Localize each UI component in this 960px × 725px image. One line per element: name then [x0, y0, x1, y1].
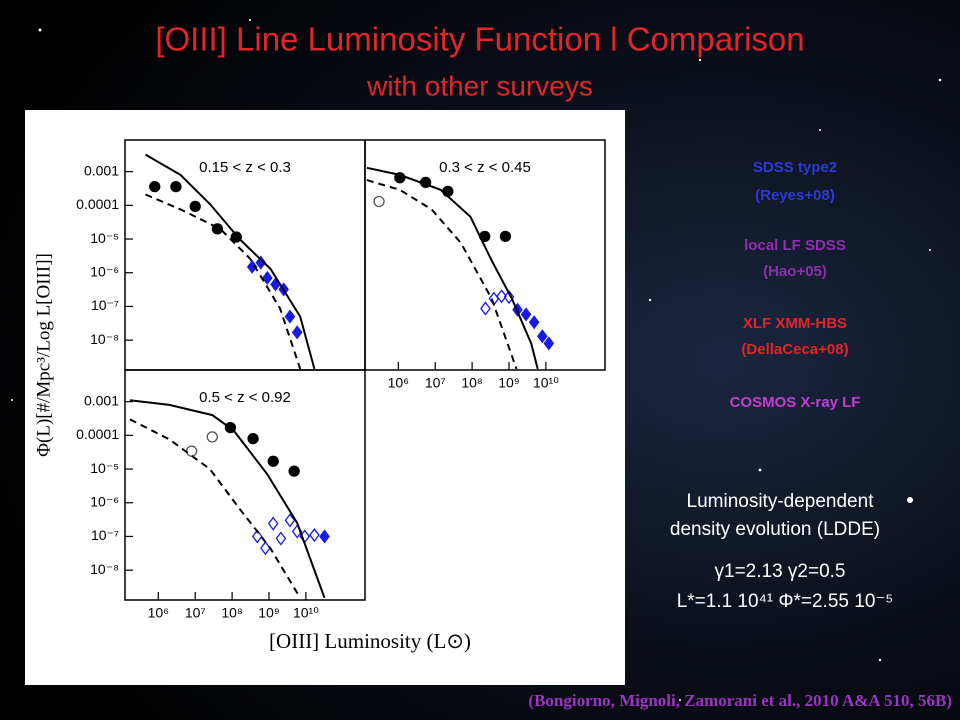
data-point: [284, 309, 296, 324]
y-tick-label: 0.001: [84, 392, 119, 408]
data-point: [251, 529, 263, 544]
model-curve: [129, 418, 302, 599]
y-axis-label: Φ(L)[#/Mpc³/Log L[OIII]]: [33, 253, 54, 457]
citation: (Bongiorno, Mignoli, Zamorani et al., 20…: [528, 691, 952, 710]
model-curve: [129, 399, 326, 599]
data-point: [261, 270, 273, 286]
data-point: [267, 516, 279, 531]
legend-entry: local LF SDSS: [744, 237, 846, 254]
x-tick-label: 10⁹: [258, 605, 280, 621]
data-point: [291, 325, 303, 340]
data-point: [149, 180, 161, 193]
subtitle: with other surveys: [366, 70, 593, 101]
data-point: [247, 432, 259, 445]
y-tick-label: 10⁻⁷: [91, 527, 119, 543]
data-point: [520, 307, 532, 322]
y-tick-label: 10⁻⁵: [90, 460, 119, 476]
y-tick-label: 10⁻⁸: [90, 331, 119, 347]
x-tick-label: 10⁹: [498, 375, 520, 391]
x-tick-label: 10¹⁰: [533, 375, 559, 391]
plot-frame: [364, 139, 606, 371]
data-point: [373, 195, 385, 208]
model-curve: [366, 166, 539, 370]
data-point: [319, 529, 330, 544]
legend-entry: XLF XMM-HBS: [743, 315, 847, 332]
model-curve: [145, 193, 302, 370]
x-tick-label: 10⁶: [388, 375, 409, 391]
panel-label: 0.5 < z < 0.92: [199, 389, 291, 406]
data-point: [255, 255, 267, 270]
data-point: [496, 289, 507, 304]
data-point: [170, 180, 182, 193]
data-point: [206, 431, 218, 443]
y-tick-label: 0.0001: [76, 426, 119, 442]
panel: 0.3 < z < 0.45 10⁶ 10⁷ 10⁸ 10⁹ 10¹⁰: [364, 139, 606, 391]
legend-entry: (Reyes+08): [755, 187, 835, 204]
legend-entry: (DellaCeca+08): [741, 341, 848, 358]
y-tick-label: 10⁻⁸: [90, 561, 119, 577]
x-axis-label: [OIII] Luminosity (L⊙): [269, 629, 471, 653]
data-point: [499, 230, 512, 243]
data-point: [537, 329, 548, 344]
y-tick-label: 10⁻⁶: [90, 263, 119, 279]
y-tick-label: 10⁻⁵: [90, 230, 119, 246]
data-point: [284, 513, 296, 528]
legend-entry: SDSS type2: [753, 159, 837, 176]
legend-entry: COSMOS X-ray LF: [730, 394, 861, 411]
model-curve: [366, 179, 518, 370]
x-tick-label: 10⁸: [221, 605, 243, 621]
panel: 0.5 < z < 0.92 0.001 0.0001 10⁻⁵ 10⁻⁶ 10⁻⁷ 10⁻…: [76, 369, 366, 621]
stars: [11, 19, 942, 701]
data-point: [288, 465, 300, 477]
y-tick-label: 0.001: [84, 162, 119, 178]
data-point: [528, 315, 540, 330]
x-tick-label: 10⁷: [185, 605, 206, 621]
legend: SDSS type2 (Reyes+08) local LF SDSS (Hao+05…: [730, 159, 861, 411]
data-point: [275, 531, 287, 546]
panel-label: 0.15 < z < 0.3: [199, 159, 291, 176]
data-point: [543, 336, 555, 351]
panel-label: 0.3 < z < 0.45: [439, 159, 531, 176]
data-point: [246, 259, 258, 274]
y-tick-label: 0.0001: [76, 196, 119, 212]
data-point: [503, 289, 515, 305]
x-tick-label: 10⁶: [148, 605, 169, 621]
plot-frame: [124, 369, 366, 601]
model-curve: [144, 153, 316, 370]
model-text: Luminosity-dependent: [687, 491, 875, 512]
x-tick-label: 10⁷: [425, 375, 446, 391]
x-tick-label: 10¹⁰: [293, 605, 319, 621]
model-params: L*=1.1 10⁴¹ Φ*=2.55 10⁻⁵: [677, 591, 894, 612]
data-point: [267, 455, 279, 467]
y-tick-label: 10⁻⁷: [91, 297, 119, 313]
x-tick-label: 10⁸: [461, 375, 483, 391]
model-params: γ1=2.13 γ2=0.5: [715, 561, 846, 582]
title: [OIII] Line Luminosity Function l Compar…: [155, 21, 804, 58]
data-point: [480, 301, 491, 316]
data-point: [442, 185, 454, 198]
data-point: [189, 200, 201, 213]
data-point: [309, 527, 320, 543]
model-text: density evolution (LDDE): [670, 519, 880, 540]
legend-entry: (Hao+05): [763, 263, 827, 280]
y-tick-label: 10⁻⁶: [90, 493, 119, 509]
data-point: [260, 541, 271, 556]
